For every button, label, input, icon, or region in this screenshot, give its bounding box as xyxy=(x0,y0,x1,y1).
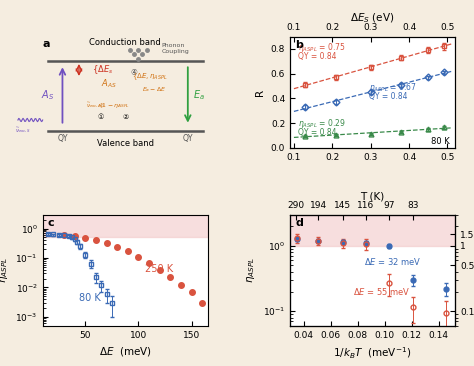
Text: a: a xyxy=(43,39,50,49)
Text: ①: ① xyxy=(97,114,103,120)
Text: 80 K: 80 K xyxy=(79,293,100,303)
X-axis label: T (K): T (K) xyxy=(360,191,385,201)
Text: $\Delta E$ = 55 meV: $\Delta E$ = 55 meV xyxy=(353,285,410,296)
X-axis label: $\Delta E$  (meV): $\Delta E$ (meV) xyxy=(99,345,152,358)
Text: $A_{AS}$: $A_{AS}$ xyxy=(101,77,117,90)
X-axis label: $1/k_BT$  (meV$^{-1}$): $1/k_BT$ (meV$^{-1}$) xyxy=(334,345,411,361)
Text: 80 K: 80 K xyxy=(431,137,450,146)
Text: $\eta_{ASPL}$ = 0.75: $\eta_{ASPL}$ = 0.75 xyxy=(298,41,346,54)
Text: Valence band: Valence band xyxy=(97,139,154,148)
Text: Phonon
Coupling: Phonon Coupling xyxy=(162,44,189,54)
Text: $\eta_{ASPL}$ = 0.29: $\eta_{ASPL}$ = 0.29 xyxy=(298,117,346,130)
Text: $E_a$: $E_a$ xyxy=(193,89,205,102)
Y-axis label: $\eta_{ASPL}$: $\eta_{ASPL}$ xyxy=(0,257,10,283)
Text: Conduction band: Conduction band xyxy=(89,38,161,46)
Text: $E_a - \Delta E$: $E_a - \Delta E$ xyxy=(143,86,167,94)
Text: ④: ④ xyxy=(130,68,137,77)
Text: QY: QY xyxy=(57,134,68,143)
Text: $\{1-\eta_{ASPL}$: $\{1-\eta_{ASPL}$ xyxy=(98,101,130,110)
Bar xyxy=(290,214,455,246)
Text: ②: ② xyxy=(122,114,128,120)
Text: QY = 0.84: QY = 0.84 xyxy=(369,92,408,101)
Text: QY = 0.84: QY = 0.84 xyxy=(298,52,337,61)
Y-axis label: R: R xyxy=(255,89,265,96)
Text: $\Delta E$ = 32 meV: $\Delta E$ = 32 meV xyxy=(365,255,422,266)
Text: $\widetilde{\nu}_{exc,S}$: $\widetilde{\nu}_{exc,S}$ xyxy=(15,126,31,135)
Text: b: b xyxy=(295,40,303,50)
Text: $A_S$: $A_S$ xyxy=(41,89,54,102)
Text: $\{\Delta E_s$: $\{\Delta E_s$ xyxy=(92,64,113,76)
Text: QY: QY xyxy=(182,134,193,143)
Bar xyxy=(43,214,208,238)
Text: $\widetilde{\nu}_{exc,AG}$: $\widetilde{\nu}_{exc,AG}$ xyxy=(86,101,105,110)
Text: $\eta_{ASPL}$ = 0.67: $\eta_{ASPL}$ = 0.67 xyxy=(369,81,417,94)
Text: 250 K: 250 K xyxy=(145,264,173,274)
Text: $\{\Delta E, \eta_{ASPL}$: $\{\Delta E, \eta_{ASPL}$ xyxy=(132,71,168,82)
X-axis label: $\Delta E_S$ (eV): $\Delta E_S$ (eV) xyxy=(350,12,395,25)
Text: c: c xyxy=(47,218,54,228)
Y-axis label: $\eta_{ASPL}$: $\eta_{ASPL}$ xyxy=(246,257,257,283)
Text: QY = 0.84: QY = 0.84 xyxy=(298,128,337,137)
Text: d: d xyxy=(295,218,303,228)
